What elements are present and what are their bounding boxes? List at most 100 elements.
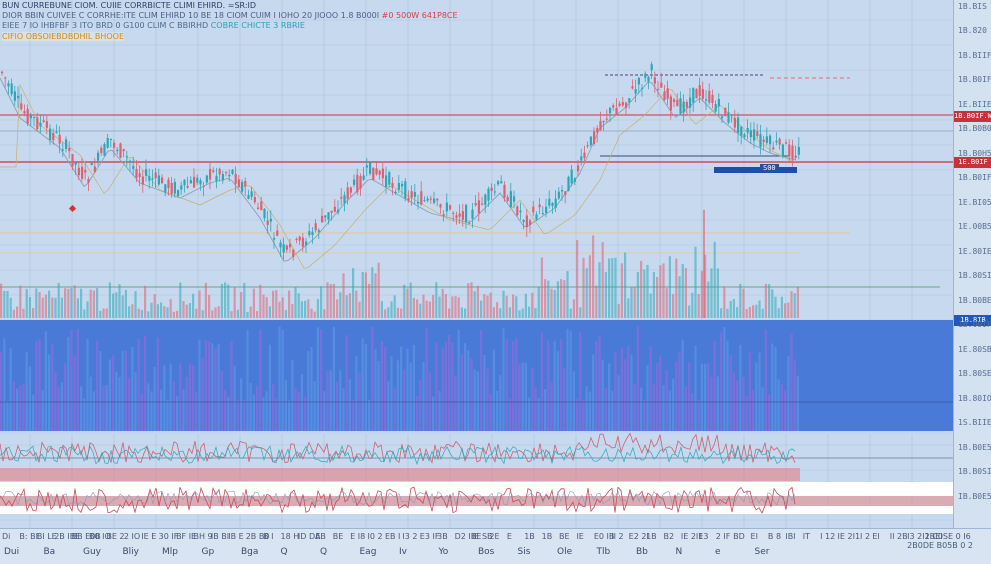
volume-bar (121, 295, 124, 318)
candle-body (381, 168, 384, 179)
candle-body (397, 182, 400, 190)
volume-bar (390, 301, 393, 318)
volume-bar (403, 284, 406, 318)
volume-bar (54, 297, 57, 318)
volume-bar (739, 283, 742, 318)
chart-area[interactable]: BUN CURREBUNE CIOM. CUIIE CORRBICTE CLIM… (0, 0, 953, 528)
volume-bar (531, 292, 534, 318)
price-tick: 1B.B0IF (958, 173, 991, 183)
candle-body (660, 82, 663, 88)
candle-body (116, 149, 119, 152)
indicator-bar (563, 368, 566, 431)
indicator-bar (147, 383, 150, 431)
price-tick: 1B.B0E5 (958, 442, 991, 452)
volume-bar (556, 281, 559, 318)
time-label: Bb (636, 547, 648, 557)
candle-body (141, 176, 144, 185)
volume-bar (476, 285, 479, 318)
indicator-bar (76, 329, 79, 431)
indicator-bar (630, 354, 633, 431)
indicator-bar (764, 329, 767, 431)
indicator-bar (310, 347, 313, 431)
candle-body (65, 139, 68, 149)
volume-bar (595, 285, 598, 318)
indicator-bar (374, 349, 377, 431)
time-tick: BE (559, 532, 570, 541)
indicator-bar (675, 361, 678, 431)
candle-body (276, 230, 279, 236)
volume-bar (678, 276, 681, 318)
indicator-bar (368, 399, 371, 431)
indicator-bar (275, 397, 278, 431)
indicator-bar (28, 366, 31, 431)
indicator-bar (227, 396, 230, 431)
volume-bar (297, 293, 300, 318)
indicator-bar (716, 376, 719, 431)
time-tick: EB (315, 532, 326, 541)
indicator-bar (460, 354, 463, 431)
candle-body (199, 180, 202, 185)
volume-bar (422, 294, 425, 318)
candle-body (442, 214, 445, 217)
time-tick: B: BE (19, 532, 41, 541)
indicator-bar (745, 396, 748, 431)
candle-body (676, 100, 679, 107)
indicator-bar (476, 371, 479, 431)
candle-body (746, 128, 749, 133)
candle-body (241, 181, 244, 192)
price-axis[interactable]: 1B.B0IF.W 1E.B0IF 1B.8IB 1B.BIS 1B.820 1B.… (953, 0, 991, 528)
volume-bar (652, 271, 655, 318)
volume-bar (732, 299, 735, 318)
candle-body (135, 168, 138, 179)
indicator-bar (86, 338, 89, 431)
candle-body (669, 96, 672, 111)
indicator-bar (144, 335, 147, 431)
indicator-bar (83, 398, 86, 431)
candle-body (519, 210, 522, 213)
candle-body (673, 99, 676, 102)
time-tick: IE SB (472, 532, 493, 541)
indicator-bar (441, 348, 444, 431)
volume-bar (380, 301, 383, 318)
candle-body (375, 168, 378, 175)
indicator-bar (137, 338, 140, 431)
indicator-bar (140, 393, 143, 431)
time-label: Bliy (122, 547, 140, 557)
volume-bar (118, 284, 121, 318)
volume-bar (25, 288, 28, 318)
volume-bar (364, 272, 367, 318)
volume-bar (691, 292, 694, 318)
candle-body (10, 83, 13, 95)
indicator-bar (128, 378, 131, 431)
time-tick: 18 H (280, 532, 300, 541)
indicator-bar (582, 400, 585, 431)
candle-body (100, 147, 103, 154)
volume-bar (169, 299, 172, 318)
volume-bar (704, 254, 707, 318)
candle-body (631, 86, 634, 89)
volume-bar (240, 292, 243, 318)
volume-bar (252, 288, 255, 318)
indicator-bar (403, 369, 406, 431)
indicator-bar (329, 370, 332, 431)
volume-bar (726, 308, 729, 318)
position-label[interactable]: S00 (760, 164, 779, 172)
indicator-bar (80, 386, 83, 431)
candle-body (551, 203, 554, 207)
candle-body (378, 170, 381, 175)
volume-bar (384, 309, 387, 318)
indicator-bar (233, 365, 236, 431)
candle-body (109, 138, 112, 140)
candle-body (759, 134, 762, 148)
indicator-bar (70, 329, 73, 431)
indicator-bar (547, 340, 550, 431)
volume-bar (752, 305, 755, 318)
price-chart-svg[interactable] (0, 0, 953, 528)
candle-body (721, 116, 724, 119)
candle-body (775, 140, 778, 143)
volume-bar (92, 290, 95, 318)
candle-body (436, 198, 439, 201)
indicator-bar (236, 400, 239, 431)
volume-bar (76, 298, 79, 318)
